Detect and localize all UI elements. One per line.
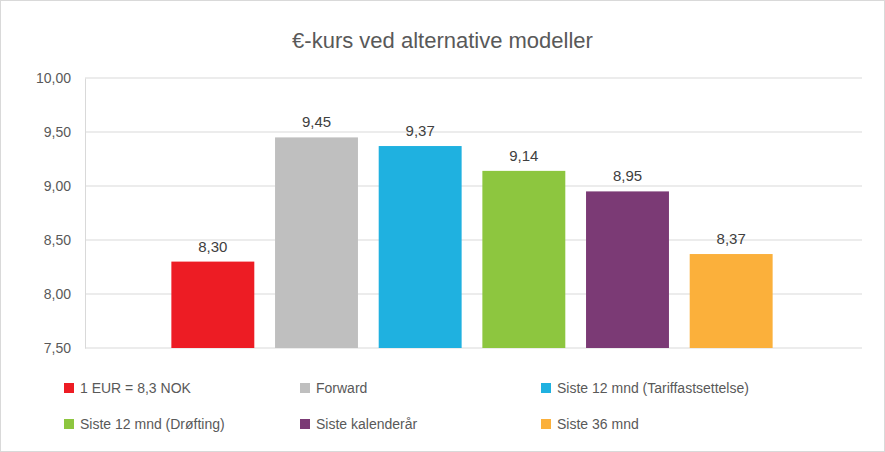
legend-label: Siste 12 mnd (Drøfting) — [80, 416, 225, 432]
data-label: 9,45 — [302, 113, 331, 130]
y-tick: 7,50 — [44, 340, 85, 356]
data-label: 8,37 — [717, 230, 746, 247]
y-tick-label: 7,50 — [44, 340, 71, 356]
y-tick: 8,50 — [44, 232, 85, 248]
legend-item: Forward — [300, 380, 367, 396]
grid — [85, 78, 862, 348]
bar — [379, 146, 462, 348]
data-label: 8,30 — [198, 238, 227, 255]
data-label: 8,95 — [613, 167, 642, 184]
y-tick-label: 9,00 — [44, 178, 71, 194]
legend-swatch — [541, 383, 551, 393]
legend-item: Siste 12 mnd (Drøfting) — [64, 416, 225, 432]
y-axis: 7,50 8,00 8,50 9,00 9,50 10,00 — [36, 70, 86, 356]
legend-label: 1 EUR = 8,3 NOK — [80, 380, 192, 396]
y-tick-label: 9,50 — [44, 124, 71, 140]
legend-swatch — [64, 419, 74, 429]
y-tick: 9,50 — [44, 124, 85, 140]
y-tick-label: 10,00 — [36, 70, 71, 86]
grid-line — [85, 78, 862, 79]
y-tick-label: 8,00 — [44, 286, 71, 302]
legend-label: Siste kalenderår — [316, 416, 418, 432]
legend-item: Siste kalenderår — [300, 416, 418, 432]
bars — [171, 137, 772, 348]
y-tick: 10,00 — [36, 70, 85, 86]
background — [1, 1, 885, 452]
legend-swatch — [300, 419, 310, 429]
legend-swatch — [64, 383, 74, 393]
y-axis-line — [85, 79, 86, 349]
y-tick-label: 8,50 — [44, 232, 71, 248]
bar — [275, 137, 358, 348]
legend-item: 1 EUR = 8,3 NOK — [64, 380, 192, 396]
legend-swatch — [300, 383, 310, 393]
data-labels: 8,30 9,45 9,37 9,14 8,95 8,37 — [198, 113, 746, 254]
legend-label: Siste 12 mnd (Tariffastsettelse) — [557, 380, 749, 396]
data-label: 9,37 — [406, 122, 435, 139]
legend-label: Siste 36 mnd — [557, 416, 639, 432]
bar — [690, 254, 773, 348]
legend-item: Siste 12 mnd (Tariffastsettelse) — [541, 380, 749, 396]
bar — [171, 262, 254, 348]
legend-swatch — [541, 419, 551, 429]
bar — [586, 191, 669, 348]
bar — [482, 171, 565, 348]
y-tick: 8,00 — [44, 286, 85, 302]
title: €-kurs ved alternative modeller — [292, 28, 593, 53]
legend: 1 EUR = 8,3 NOK Forward Siste 12 mnd (Tari… — [64, 380, 749, 432]
legend-item: Siste 36 mnd — [541, 416, 639, 432]
legend-label: Forward — [316, 380, 367, 396]
data-label: 9,14 — [509, 147, 538, 164]
grid-line — [85, 186, 862, 187]
chart: €-kurs ved alternative modeller 7,50 8,00 8… — [0, 0, 885, 452]
grid-line — [85, 132, 862, 133]
y-tick: 9,00 — [44, 178, 85, 194]
